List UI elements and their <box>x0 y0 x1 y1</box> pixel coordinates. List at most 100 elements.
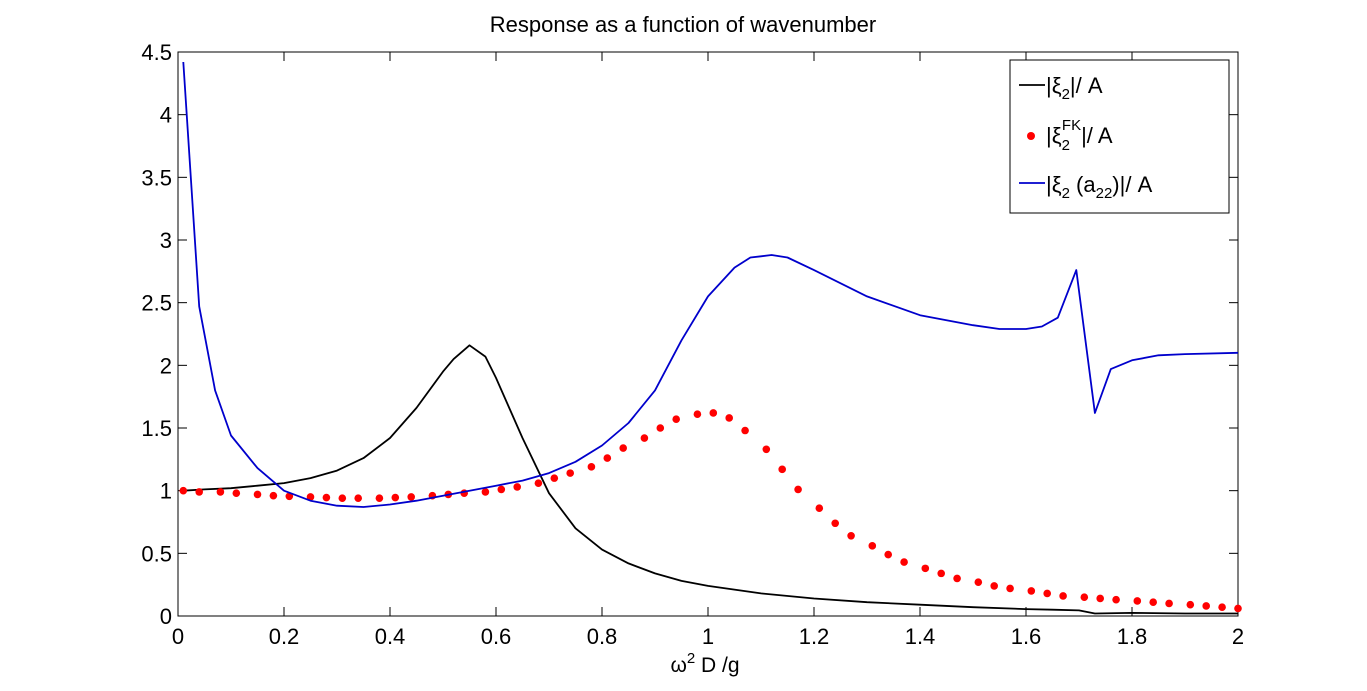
data-point-xi2fk <box>1080 593 1089 601</box>
y-tick-label: 1 <box>160 479 172 504</box>
data-point-xi2fk <box>195 488 203 496</box>
x-tick-label: 0.6 <box>481 624 512 649</box>
y-tick-label: 0 <box>160 604 172 629</box>
data-point-xi2fk <box>513 483 521 491</box>
x-axis-label-base: ω <box>670 654 686 677</box>
x-tick-label: 1.6 <box>1011 624 1042 649</box>
legend-xi2-sub: 2 <box>1062 86 1070 103</box>
legend-xi2a22-pre: |ξ <box>1046 172 1062 197</box>
y-tick-label: 3.5 <box>141 165 172 190</box>
data-point-xi2fk <box>725 414 733 422</box>
data-point-xi2fk <box>778 465 786 474</box>
data-point-xi2fk <box>1165 599 1173 608</box>
x-tick-label: 0.4 <box>375 624 406 649</box>
legend-xi2fk-pre: |ξ <box>1046 123 1062 148</box>
data-point-xi2fk <box>534 479 543 487</box>
y-tick-label: 4.5 <box>141 40 172 65</box>
x-axis-label-rest: D /g <box>695 654 739 677</box>
data-point-xi2fk <box>375 494 384 502</box>
data-point-xi2fk <box>847 531 855 540</box>
x-tick-label: 0 <box>172 624 184 649</box>
data-point-xi2fk <box>1043 589 1051 598</box>
legend-xi2a22-sub: 2 <box>1062 185 1070 202</box>
y-tick-label: 4 <box>160 103 172 128</box>
series-line-xi2 <box>183 344 1238 615</box>
data-point-xi2fk <box>815 504 824 513</box>
data-point-xi2fk <box>762 445 771 454</box>
data-point-xi2fk <box>285 492 294 501</box>
data-point-xi2fk <box>884 550 892 559</box>
x-tick-label: 1.8 <box>1117 624 1148 649</box>
data-point-xi2fk <box>306 493 315 501</box>
data-point-xi2fk <box>831 519 839 528</box>
data-point-xi2fk <box>391 493 400 502</box>
data-point-xi2fk <box>953 574 961 583</box>
x-tick-labels: 0 0.2 0.4 0.6 0.8 1 1.2 1.4 1.6 1.8 2 <box>172 624 1244 649</box>
x-tick-label: 1.2 <box>799 624 830 649</box>
data-point-xi2fk <box>232 489 241 497</box>
data-point-xi2fk <box>1202 602 1210 610</box>
data-point-xi2fk <box>253 490 262 499</box>
data-point-xi2fk <box>656 424 665 432</box>
legend-xi2fk-post: |/ A <box>1081 123 1113 148</box>
data-point-xi2fk <box>1234 604 1242 613</box>
x-tick-label: 1 <box>702 624 714 649</box>
data-point-xi2fk <box>497 485 506 494</box>
legend-entry-xi2: |ξ2|/ A <box>1046 73 1103 103</box>
data-point-xi2fk <box>974 578 983 586</box>
series-line-xi2a22 <box>182 61 1239 508</box>
data-point-xi2fk <box>179 486 188 495</box>
y-tick-label: 2 <box>160 353 172 378</box>
data-point-xi2fk <box>921 564 930 573</box>
data-point-xi2fk <box>354 494 363 502</box>
data-point-xi2fk <box>603 454 612 462</box>
data-point-xi2fk <box>619 444 627 452</box>
legend-xi2a22-post: )|/ A <box>1112 172 1152 197</box>
data-point-xi2fk <box>640 434 649 442</box>
legend-xi2fk-sup: FK <box>1062 117 1081 134</box>
data-point-xi2fk <box>672 415 680 424</box>
legend-xi2a22-mid: (a <box>1070 172 1096 197</box>
legend-xi2fk-sub: 2 <box>1062 137 1070 154</box>
legend: |ξ2|/ A |ξ2FK|/ A |ξ2 (a22)|/ A <box>1009 59 1230 214</box>
y-tick-label: 1.5 <box>141 416 172 441</box>
series-layer <box>179 61 1242 615</box>
legend-box <box>1009 59 1230 214</box>
data-point-xi2fk <box>709 409 718 417</box>
data-point-xi2fk <box>1149 598 1157 607</box>
chart-title: Response as a function of wavenumber <box>490 12 876 37</box>
data-point-xi2fk <box>741 426 749 435</box>
legend-swatch-xi2fk <box>1027 132 1035 140</box>
data-point-xi2fk <box>1186 600 1195 609</box>
data-point-xi2fk <box>269 491 278 500</box>
data-point-xi2fk <box>1096 594 1104 603</box>
data-point-xi2fk <box>481 488 490 496</box>
data-point-xi2fk <box>1006 584 1014 593</box>
data-point-xi2fk <box>1133 597 1142 605</box>
data-point-xi2fk <box>990 582 998 590</box>
legend-entry-xi2fk: |ξ2 FK|/ A <box>1046 117 1113 154</box>
x-axis-label-sup: 2 <box>687 650 695 667</box>
data-point-xi2fk <box>216 488 225 496</box>
data-point-xi2fk <box>338 494 347 502</box>
y-tick-label: 3 <box>160 228 172 253</box>
x-tick-label: 1.4 <box>905 624 936 649</box>
data-point-xi2fk <box>407 493 416 501</box>
x-axis-label: ω2 D /g <box>670 650 739 677</box>
data-point-xi2fk <box>693 410 702 419</box>
data-point-xi2fk <box>794 485 802 494</box>
data-point-xi2fk <box>566 469 574 477</box>
data-point-xi2fk <box>1059 592 1067 600</box>
data-point-xi2fk <box>1027 587 1036 595</box>
y-tick-labels: 0 0.5 1 1.5 2 2.5 3 3.5 4 4.5 <box>141 40 172 629</box>
axis-ticks <box>177 51 1239 617</box>
data-point-xi2fk <box>550 474 559 482</box>
x-tick-label: 2 <box>1232 624 1244 649</box>
data-point-xi2fk <box>587 463 596 471</box>
y-tick-label: 0.5 <box>141 541 172 566</box>
legend-xi2a22-sub2: 22 <box>1096 185 1113 202</box>
legend-xi2-pre: |ξ <box>1046 73 1062 98</box>
data-point-xi2fk <box>322 493 331 502</box>
data-point-xi2fk <box>937 569 945 578</box>
